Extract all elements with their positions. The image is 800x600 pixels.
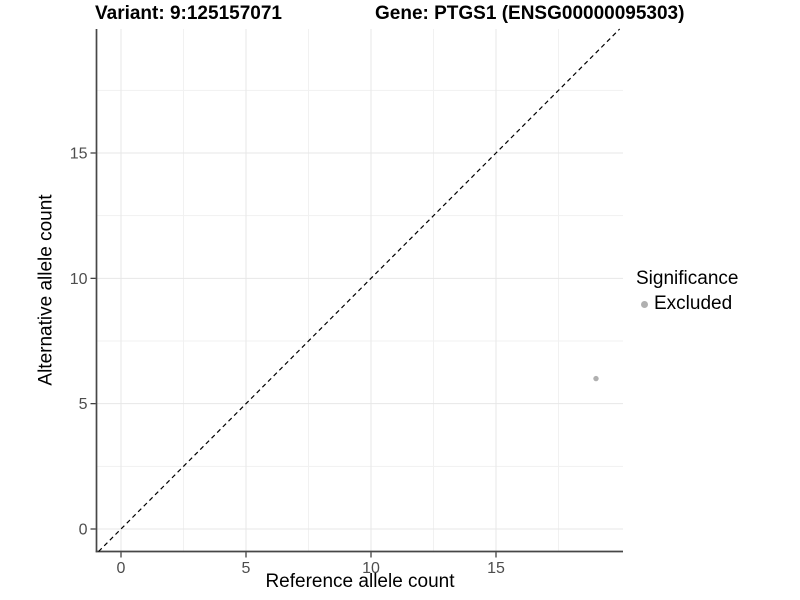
x-tick-label: 10 xyxy=(362,560,380,577)
plot-title-gene: Gene: PTGS1 (ENSG00000095303) xyxy=(375,3,685,24)
data-point xyxy=(593,375,599,382)
legend-key xyxy=(635,295,653,313)
y-tick-label: 5 xyxy=(79,396,88,413)
x-tick-label: 0 xyxy=(117,560,126,577)
y-tick-label: 15 xyxy=(70,145,88,162)
identity-dashed-line xyxy=(98,28,621,552)
x-tick-label: 15 xyxy=(487,560,505,577)
y-tick-label: 0 xyxy=(79,522,88,539)
x-axis-title: Reference allele count xyxy=(265,571,455,592)
legend-title: Significance xyxy=(636,268,739,289)
legend-item-excluded: Excluded xyxy=(635,292,738,315)
y-tick-label: 10 xyxy=(70,271,88,288)
legend-item-label: Excluded xyxy=(654,292,733,314)
plot-title-variant: Variant: 9:125157071 xyxy=(95,3,282,24)
y-axis-title: Alternative allele count xyxy=(35,194,57,386)
excluded-point-icon xyxy=(640,300,648,308)
legend: Significance Excluded xyxy=(636,268,738,315)
x-tick-label: 5 xyxy=(242,560,251,577)
